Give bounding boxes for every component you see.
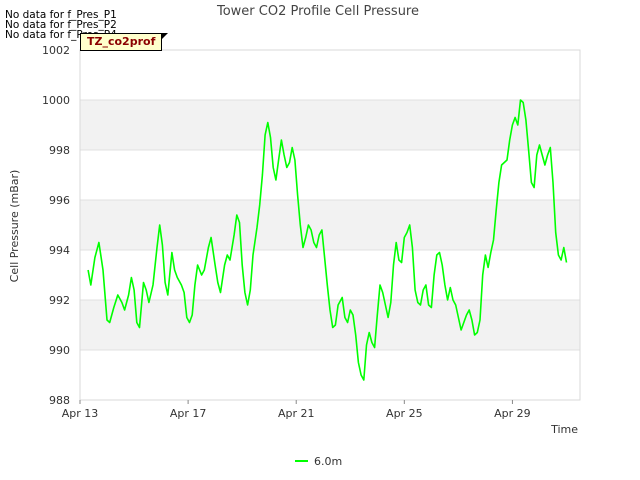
y-axis-label: Cell Pressure (mBar)	[8, 170, 21, 283]
plot-frame	[79, 49, 581, 401]
legend: 6.0m	[295, 455, 342, 468]
series-line-6.0m	[87, 99, 568, 381]
no-data-notice-p2: No data for f_Pres_P2	[5, 19, 117, 31]
y-tick-label: 992	[49, 294, 70, 307]
legend-label: 6.0m	[314, 455, 342, 468]
y-tick-label: 996	[49, 194, 70, 207]
y-tick-label: 988	[49, 394, 70, 407]
y-tick-label: 998	[49, 144, 70, 157]
chart-title: Tower CO2 Profile Cell Pressure	[216, 4, 419, 19]
grid-band	[80, 100, 580, 150]
x-tick-label: Apr 25	[386, 407, 423, 420]
site-tag: TZ_co2prof	[80, 33, 169, 51]
no-data-notice-p1: No data for f_Pres_P1	[5, 9, 117, 21]
x-tick-label: Apr 13	[62, 407, 99, 420]
y-tick-label: 990	[49, 344, 70, 357]
x-tick-label: Apr 17	[170, 407, 207, 420]
y-tick-label: 1002	[42, 44, 70, 57]
y-tick-label: 1000	[42, 94, 70, 107]
grid-band	[80, 200, 580, 250]
x-tick-label: Apr 29	[494, 407, 531, 420]
x-axis-label: Time	[550, 423, 578, 436]
y-tick-label: 994	[49, 244, 70, 257]
x-tick-label: Apr 21	[278, 407, 315, 420]
